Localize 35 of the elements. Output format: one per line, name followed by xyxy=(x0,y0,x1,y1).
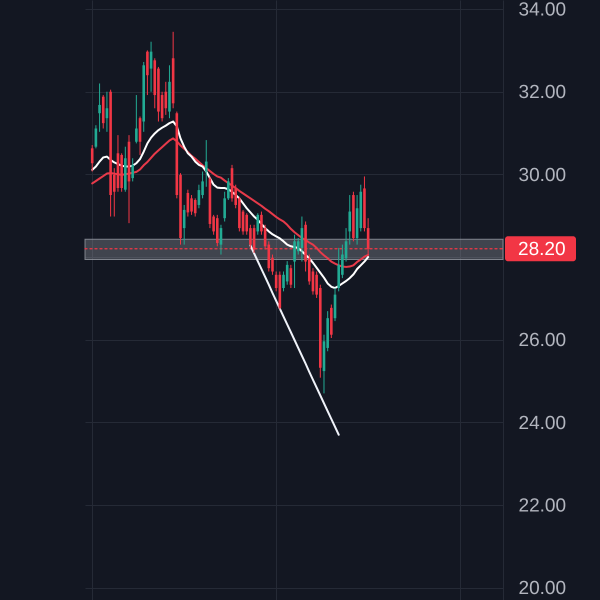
candlestick xyxy=(198,184,200,209)
candlestick xyxy=(131,158,134,182)
candlestick xyxy=(98,82,101,132)
y-tick-label: 34.00 xyxy=(518,0,566,21)
candlestick xyxy=(164,81,168,116)
candlestick xyxy=(150,41,152,92)
candlestick xyxy=(286,260,288,286)
candlestick xyxy=(90,144,94,172)
y-tick-label: 32.00 xyxy=(518,82,566,104)
candlestick xyxy=(106,91,108,132)
y-tick-label: 24.00 xyxy=(518,412,566,434)
candlestick xyxy=(190,194,193,216)
candlestick xyxy=(135,94,138,144)
candlestick xyxy=(227,178,230,200)
candlestick xyxy=(220,224,222,256)
candlestick xyxy=(337,247,340,292)
y-tick-label: 30.00 xyxy=(518,164,566,186)
ref-line-label: 28.20 xyxy=(518,238,566,260)
candlestick xyxy=(256,212,260,236)
candlestick xyxy=(186,189,190,218)
candlestick xyxy=(223,191,226,222)
y-tick-label: 26.00 xyxy=(518,330,566,352)
candlestick xyxy=(94,124,98,149)
candlestick xyxy=(290,264,292,289)
candlestick xyxy=(138,116,142,156)
candlestick xyxy=(293,234,296,289)
candlestick xyxy=(334,288,336,322)
candlestick xyxy=(182,204,186,246)
candlestick xyxy=(300,216,304,262)
candlestick xyxy=(204,140,208,188)
y-tick-label: 22.00 xyxy=(518,495,566,516)
candlestick xyxy=(146,50,149,96)
y-tick-label: 20.00 xyxy=(518,578,566,600)
line-series xyxy=(91,120,370,290)
candlestick xyxy=(194,198,197,218)
